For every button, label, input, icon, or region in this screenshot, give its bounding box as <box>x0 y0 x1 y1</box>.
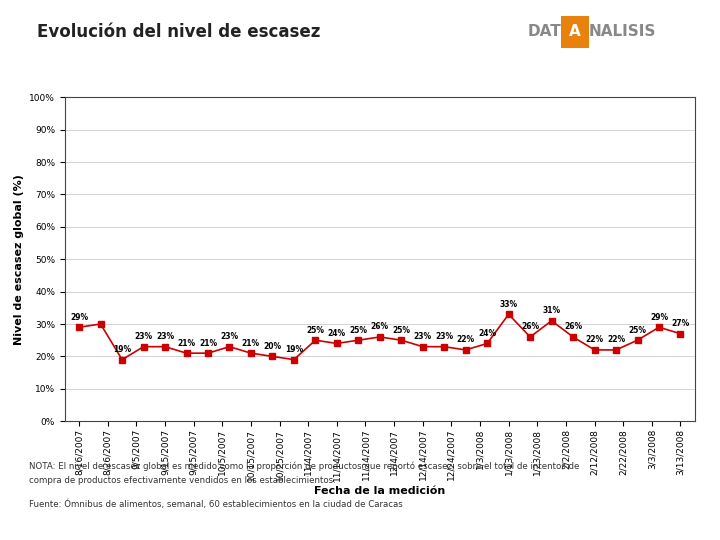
Text: DAT: DAT <box>528 24 562 39</box>
Text: 22%: 22% <box>607 335 625 345</box>
Text: 24%: 24% <box>478 329 496 338</box>
Text: 27%: 27% <box>671 319 690 328</box>
Text: 23%: 23% <box>135 332 153 341</box>
X-axis label: Fecha de la medición: Fecha de la medición <box>314 486 446 496</box>
Text: 29%: 29% <box>650 313 668 322</box>
Text: 22%: 22% <box>456 335 474 345</box>
Text: NOTA: El nivel de escasez global es medido como la proporción de productos que r: NOTA: El nivel de escasez global es medi… <box>29 462 579 471</box>
Text: 19%: 19% <box>285 345 303 354</box>
Text: 26%: 26% <box>371 322 389 332</box>
Text: A: A <box>570 24 581 39</box>
FancyBboxPatch shape <box>562 16 589 48</box>
Text: Evolución del nivel de escasez: Evolución del nivel de escasez <box>37 23 320 41</box>
Text: 19%: 19% <box>113 345 131 354</box>
Text: 23%: 23% <box>414 332 432 341</box>
Text: 25%: 25% <box>392 326 410 335</box>
Text: 23%: 23% <box>156 332 174 341</box>
Text: 25%: 25% <box>349 326 367 335</box>
Text: 20%: 20% <box>264 342 282 351</box>
Text: 26%: 26% <box>564 322 582 332</box>
Text: 25%: 25% <box>307 326 325 335</box>
Text: 21%: 21% <box>177 339 196 348</box>
Text: 23%: 23% <box>220 332 238 341</box>
Text: 21%: 21% <box>242 339 260 348</box>
Text: 24%: 24% <box>328 329 346 338</box>
Text: 22%: 22% <box>585 335 603 345</box>
Text: Fuente: Ómnibus de alimentos, semanal, 60 establecimientos en la ciudad de Carac: Fuente: Ómnibus de alimentos, semanal, 6… <box>29 500 402 509</box>
Text: 21%: 21% <box>199 339 217 348</box>
Text: compra de productos efectivamente vendidos en los establecimientos.: compra de productos efectivamente vendid… <box>29 476 336 485</box>
Text: 31%: 31% <box>543 306 561 315</box>
Text: NALISIS: NALISIS <box>589 24 657 39</box>
Text: 26%: 26% <box>521 322 539 332</box>
Text: 33%: 33% <box>500 300 518 309</box>
Text: 25%: 25% <box>629 326 647 335</box>
Y-axis label: Nivel de escasez global (%): Nivel de escasez global (%) <box>14 174 24 345</box>
Text: 23%: 23% <box>435 332 454 341</box>
Text: 29%: 29% <box>70 313 88 322</box>
